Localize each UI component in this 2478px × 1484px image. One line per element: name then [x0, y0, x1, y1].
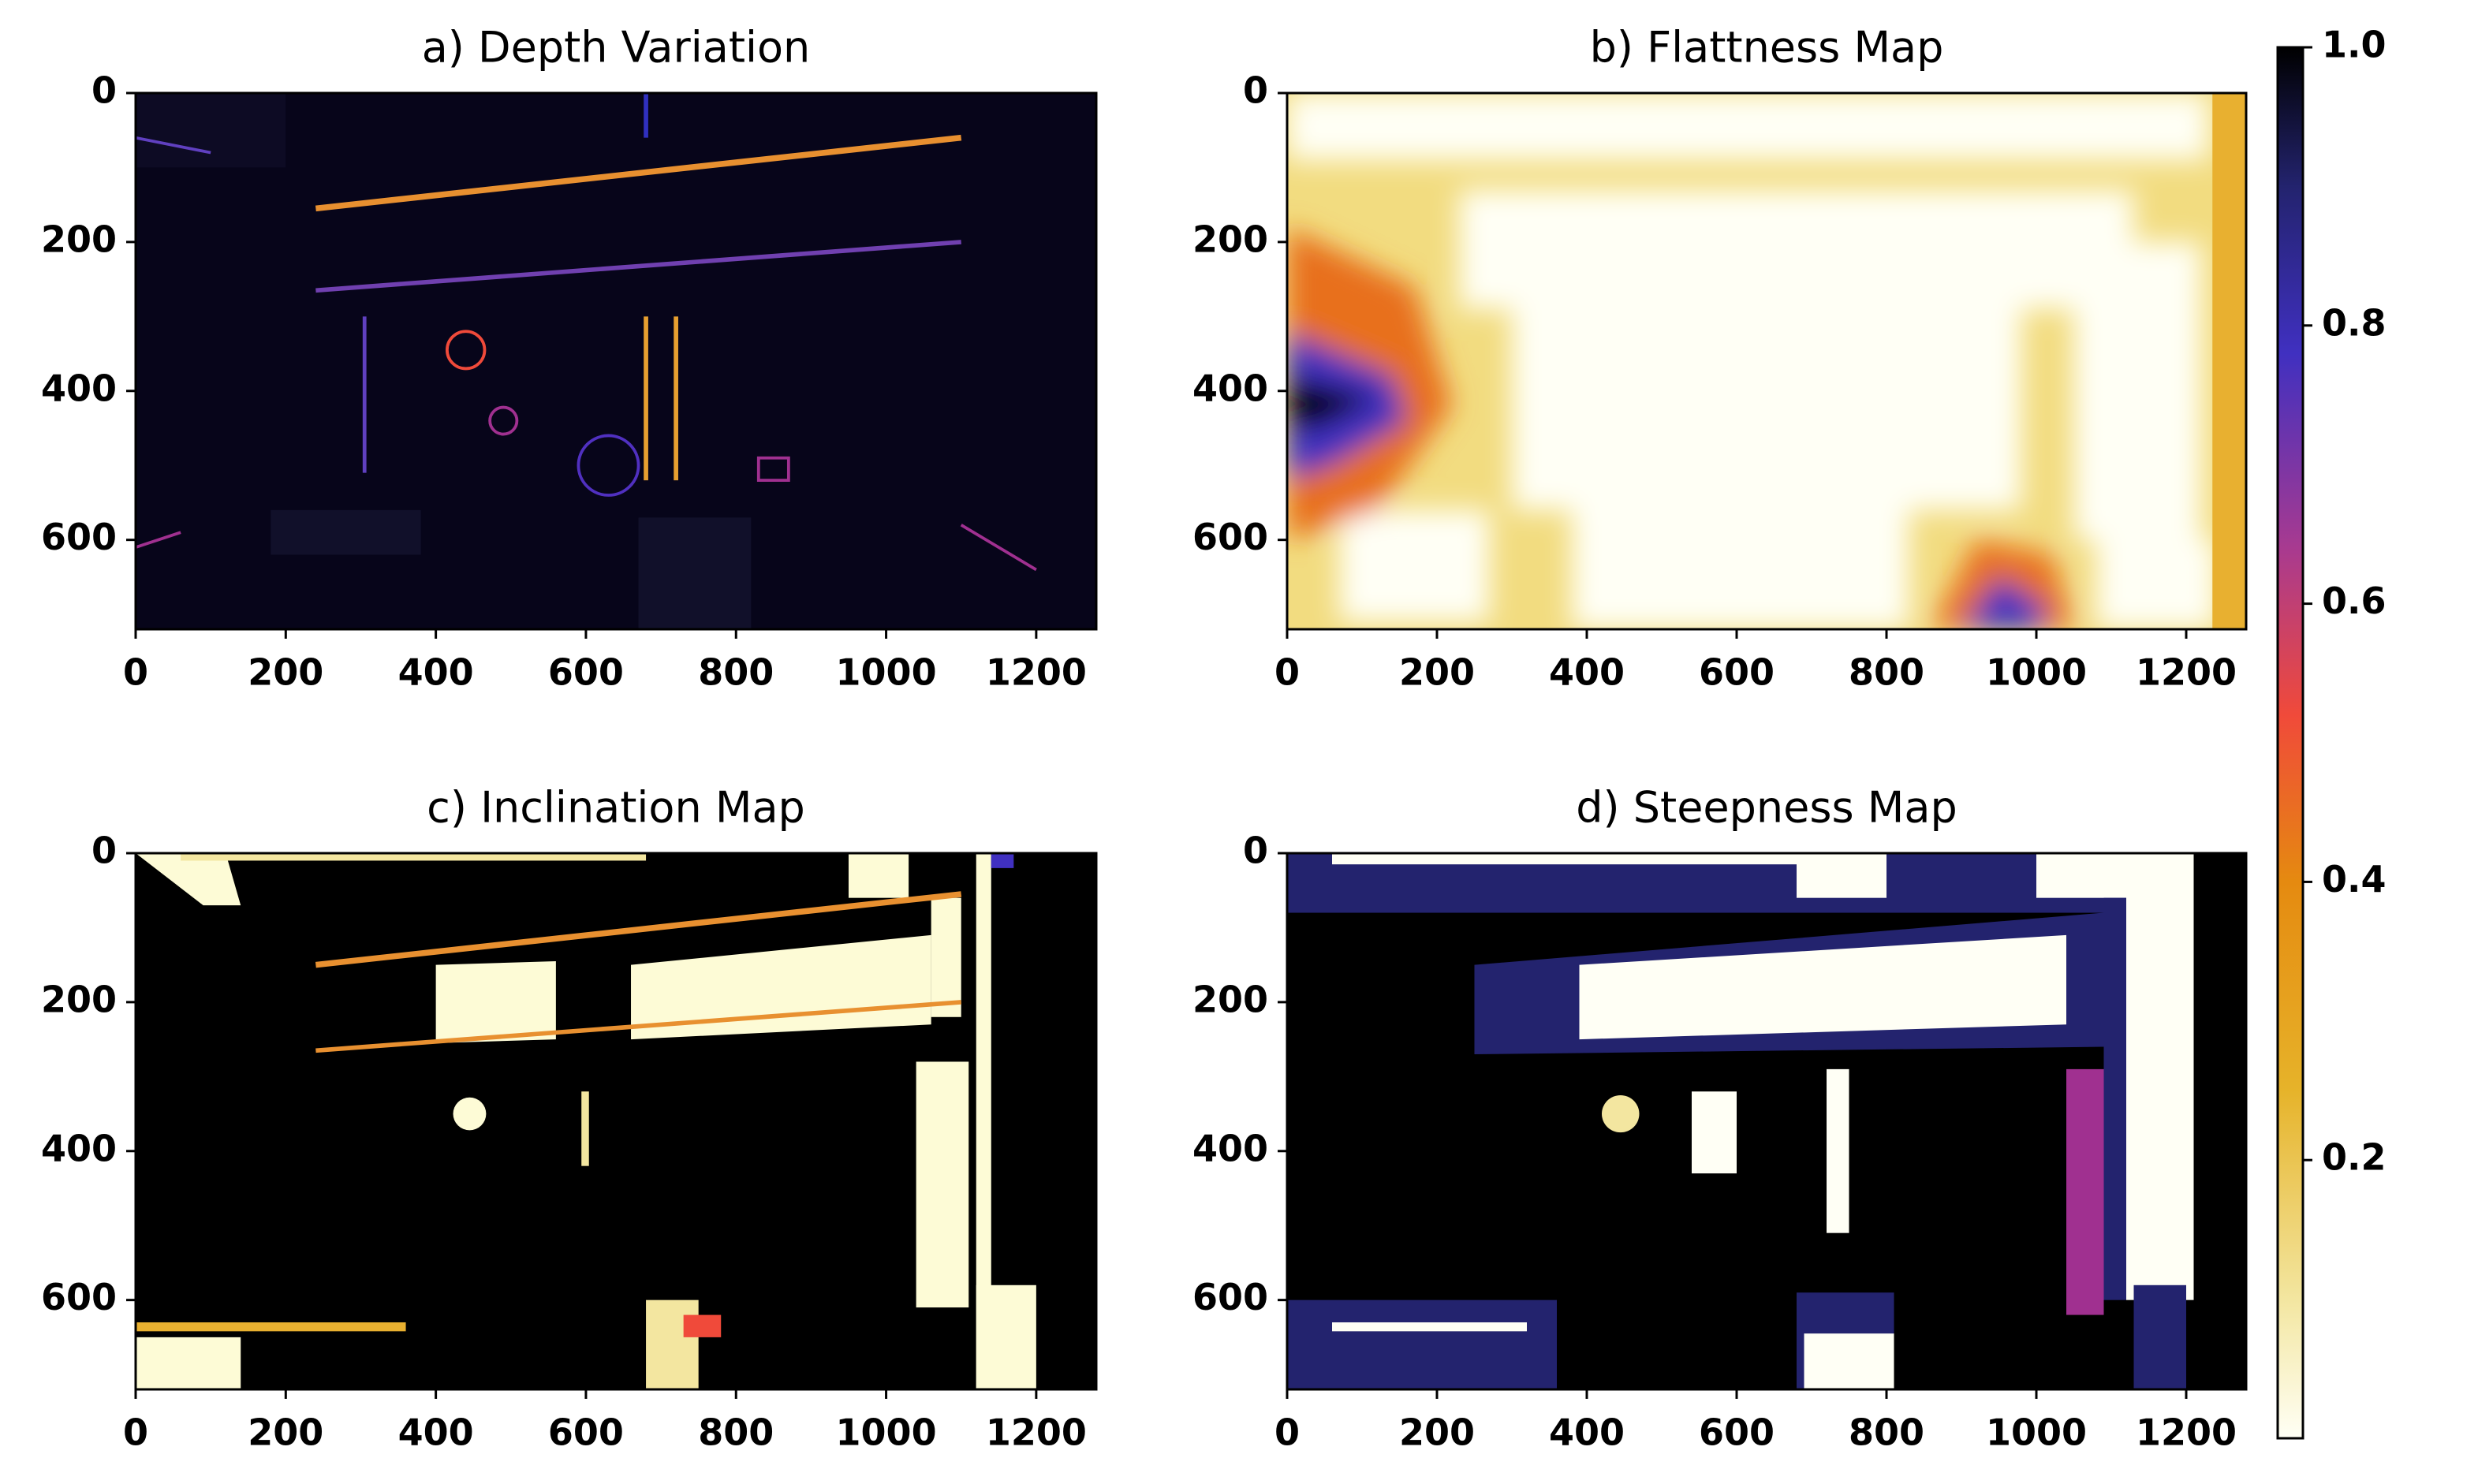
x-tick-label: 0 [1274, 1411, 1300, 1454]
axes-frame [134, 852, 1098, 1391]
chart-title: d) Steepness Map [1576, 783, 1957, 833]
y-tick-label: 400 [1192, 1127, 1268, 1169]
colorbar-tick-label: 1.0 [2322, 24, 2387, 66]
x-tick-label: 1200 [986, 1411, 1087, 1454]
x-tick-label: 400 [398, 1411, 474, 1454]
x-tick-label: 800 [698, 1411, 774, 1454]
y-tick-label: 400 [41, 1127, 117, 1169]
x-tick-label: 1200 [2136, 651, 2237, 694]
y-tick-label: 600 [1192, 1276, 1268, 1318]
x-tick-label: 400 [1549, 651, 1625, 694]
x-tick-label: 200 [1399, 651, 1475, 694]
colorbar-tick-label: 0.8 [2322, 301, 2387, 344]
y-tick-label: 600 [1192, 516, 1268, 558]
x-tick-label: 1200 [986, 651, 1087, 694]
x-tick-label: 200 [248, 1411, 323, 1454]
x-tick-label: 600 [1699, 651, 1775, 694]
x-tick-label: 800 [1849, 1411, 1924, 1454]
x-tick-label: 0 [123, 651, 148, 694]
x-tick-label: 0 [123, 1411, 148, 1454]
axes-frame [134, 91, 1098, 631]
x-tick-label: 600 [1699, 1411, 1775, 1454]
x-tick-label: 1200 [2136, 1411, 2237, 1454]
y-tick-label: 400 [41, 367, 117, 409]
x-tick-label: 800 [1849, 651, 1924, 694]
x-tick-label: 1000 [1986, 1411, 2087, 1454]
heatmap-b [1287, 93, 2246, 629]
y-tick-label: 200 [1192, 978, 1268, 1020]
x-tick-label: 1000 [836, 1411, 937, 1454]
heatmap-d [1287, 853, 2246, 1389]
y-tick-label: 200 [41, 218, 117, 260]
y-tick-label: 600 [41, 1276, 117, 1318]
colorbar-tick-label: 0.6 [2322, 580, 2387, 622]
colorbar-gradient [2278, 47, 2303, 1438]
x-tick-label: 600 [548, 1411, 624, 1454]
heatmap-a [136, 93, 1096, 629]
y-tick-label: 0 [1243, 830, 1268, 872]
heatmap-c [136, 853, 1096, 1389]
y-tick-label: 200 [1192, 218, 1268, 260]
x-tick-label: 1000 [836, 651, 937, 694]
y-tick-label: 0 [91, 830, 117, 872]
y-tick-label: 0 [91, 69, 117, 112]
y-tick-label: 400 [1192, 367, 1268, 409]
y-tick-label: 600 [41, 516, 117, 558]
colorbar-tick-label: 0.2 [2322, 1136, 2387, 1179]
y-tick-label: 0 [1243, 69, 1268, 112]
x-tick-label: 1000 [1986, 651, 2087, 694]
x-tick-label: 200 [248, 651, 323, 694]
x-tick-label: 400 [1549, 1411, 1625, 1454]
colorbar-tick-label: 0.4 [2322, 858, 2387, 900]
chart-title: b) Flattness Map [1590, 23, 1944, 73]
chart-title: a) Depth Variation [422, 23, 811, 73]
x-tick-label: 0 [1274, 651, 1300, 694]
x-tick-label: 800 [698, 651, 774, 694]
y-tick-label: 200 [41, 978, 117, 1020]
chart-title: c) Inclination Map [427, 783, 805, 833]
x-tick-label: 200 [1399, 1411, 1475, 1454]
colorbar-frame [2276, 46, 2304, 1440]
axes-frame [1286, 852, 2248, 1391]
axes-frame [1286, 91, 2248, 631]
x-tick-label: 600 [548, 651, 624, 694]
x-tick-label: 400 [398, 651, 474, 694]
